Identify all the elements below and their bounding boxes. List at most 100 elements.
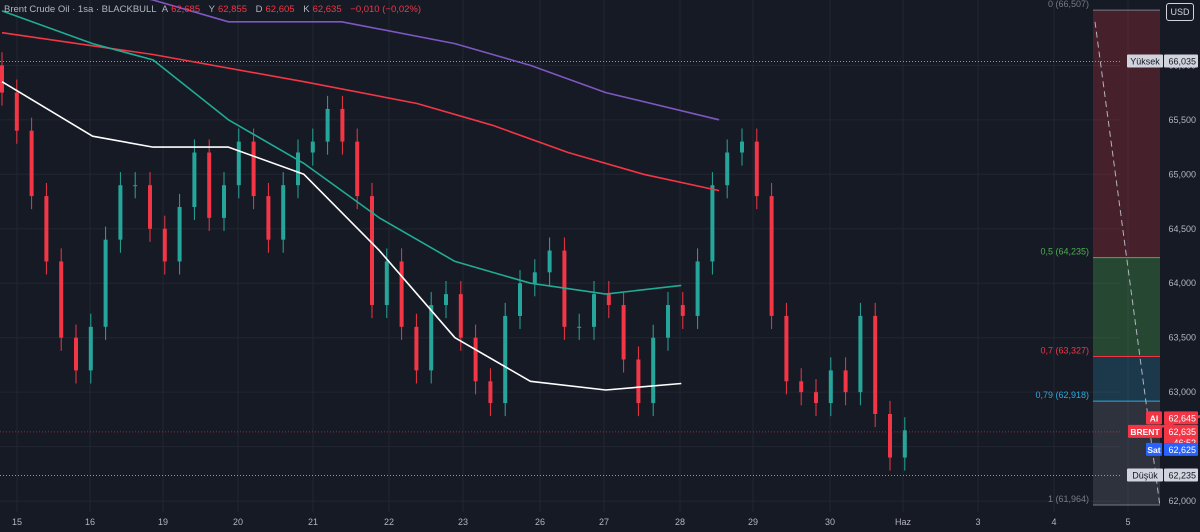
high-value-bg xyxy=(1164,54,1198,68)
y-tick-label: 65,500 xyxy=(1168,115,1196,125)
candle-body xyxy=(59,261,64,338)
candle-body xyxy=(310,141,315,153)
candle-body xyxy=(577,326,582,328)
trendline[interactable] xyxy=(1159,74,1200,429)
x-tick-label: 30 xyxy=(825,517,835,527)
candle-body xyxy=(103,239,108,327)
candle-body xyxy=(325,108,330,142)
x-tick-label: 27 xyxy=(599,517,609,527)
candle-body xyxy=(769,196,774,316)
fib-level-label: 0 (66,507) xyxy=(1048,0,1089,9)
fib-zone-0-7 xyxy=(1093,356,1160,402)
candle-body xyxy=(118,185,123,240)
high-value: 66,035 xyxy=(1168,57,1196,67)
fib-level-label: 0,5 (64,235) xyxy=(1040,247,1089,257)
candle-body xyxy=(532,272,537,284)
low-label: D xyxy=(255,4,263,15)
candle-body xyxy=(473,337,478,382)
candle-body xyxy=(281,185,286,240)
ma-white-line xyxy=(1,81,682,391)
price-tag-label: BRENT xyxy=(1130,427,1160,437)
x-tick-label: 3 xyxy=(975,517,980,527)
low-label: Düşük xyxy=(1132,471,1158,481)
symbol-title[interactable]: Brent Crude Oil · 1sa · BLACKBULL xyxy=(4,4,157,15)
candle-body xyxy=(814,392,818,404)
candle-body xyxy=(74,337,78,371)
candle-body xyxy=(740,141,744,153)
candle-body xyxy=(799,381,804,393)
low-label-bg xyxy=(1127,468,1163,482)
high-label: Yüksek xyxy=(1130,57,1160,67)
currency-button[interactable]: USD xyxy=(1166,3,1194,21)
candle-body xyxy=(725,152,730,186)
fib-zone-0-5 xyxy=(1093,257,1160,357)
candle-body xyxy=(207,152,212,218)
candle-body xyxy=(458,294,463,338)
candle-body xyxy=(547,250,552,273)
x-tick-label: 26 xyxy=(535,517,545,527)
candle-body xyxy=(858,315,863,393)
candle-body xyxy=(444,294,448,306)
candle-body xyxy=(370,196,374,306)
candle-body xyxy=(429,305,434,371)
candle-body xyxy=(384,261,389,306)
candle-body xyxy=(695,261,700,316)
y-tick-label: 64,500 xyxy=(1168,224,1196,234)
price-tag-value: 62,625 xyxy=(1168,445,1196,455)
x-tick-label: 15 xyxy=(12,517,22,527)
candle-body xyxy=(251,141,256,197)
candle-body xyxy=(710,185,715,262)
close-value: 62,635 xyxy=(312,4,342,15)
candle-body xyxy=(14,92,19,131)
x-tick-label: 4 xyxy=(1051,517,1056,527)
ma-red-line xyxy=(1,31,720,192)
candle-body xyxy=(192,152,197,207)
candle-body xyxy=(44,196,49,262)
candle-body xyxy=(340,108,345,142)
candle-body xyxy=(843,370,848,393)
open-value: 62,685 xyxy=(171,4,201,15)
x-tick-label: 22 xyxy=(384,517,394,527)
x-tick-label: 21 xyxy=(308,517,318,527)
candle-body xyxy=(399,261,404,327)
candle-body xyxy=(88,326,93,371)
candle-body xyxy=(162,228,167,262)
y-tick-label: 62,000 xyxy=(1168,496,1196,506)
price-tag-label-bg xyxy=(1146,411,1162,425)
candle-body xyxy=(873,315,878,414)
fib-level-label: 0,7 (63,327) xyxy=(1040,346,1089,356)
candle-body xyxy=(902,430,907,458)
candle-body xyxy=(754,141,759,197)
candle-body xyxy=(488,381,493,404)
candle-body xyxy=(503,315,508,404)
high-label: Y xyxy=(208,4,215,15)
candle-body xyxy=(666,305,670,338)
candle-body xyxy=(636,359,641,404)
price-tag-label: Al xyxy=(1150,413,1159,423)
candle-body xyxy=(236,141,241,186)
candle-body xyxy=(133,185,138,187)
symbol-legend: Brent Crude Oil · 1sa · BLACKBULL A 62,68… xyxy=(4,4,424,15)
candle-body xyxy=(148,185,152,229)
price-tag-value: 62,635 xyxy=(1168,427,1196,437)
price-tag-label-bg xyxy=(1146,442,1162,456)
y-tick-label: 63,500 xyxy=(1168,333,1196,343)
candle-body xyxy=(606,294,611,306)
candle-body xyxy=(355,141,360,197)
fib-zone-upper xyxy=(1093,10,1160,258)
x-tick-label: 23 xyxy=(458,517,468,527)
ma-purple-line xyxy=(149,0,720,121)
candle-body xyxy=(177,206,182,262)
fib-level-label: 0,79 (62,918) xyxy=(1035,390,1089,400)
x-tick-label: 19 xyxy=(158,517,168,527)
y-tick-label: 65,000 xyxy=(1168,169,1196,179)
price-tag-value-bg xyxy=(1164,411,1198,425)
x-tick-label: Haz xyxy=(895,517,912,527)
candle-body xyxy=(29,130,34,197)
open-label: A xyxy=(161,4,169,15)
y-tick-label: 64,000 xyxy=(1168,278,1196,288)
price-tag-label-bg xyxy=(1128,424,1162,438)
change-value: −0,010 (−0,02%) xyxy=(350,4,422,15)
